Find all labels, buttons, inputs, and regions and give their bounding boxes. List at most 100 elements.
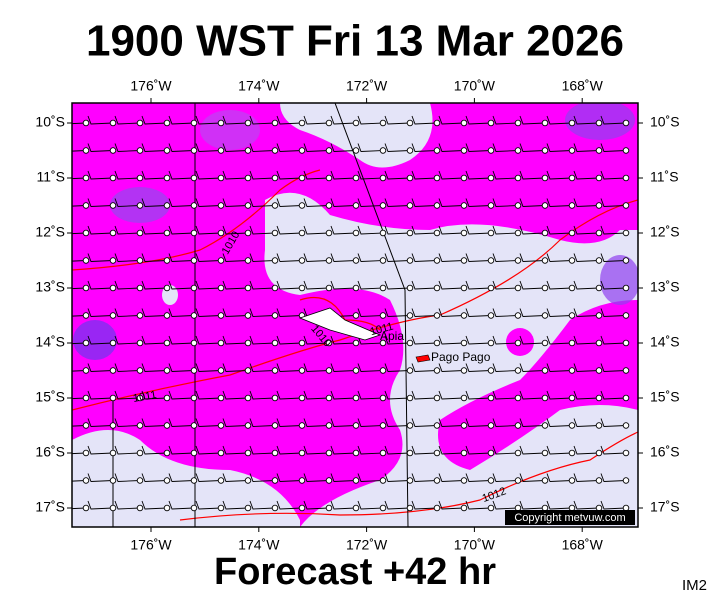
wind-barb bbox=[546, 280, 573, 290]
wind-barb bbox=[168, 335, 195, 345]
copyright: Copyright metvuw.com bbox=[514, 512, 625, 524]
station-dot bbox=[244, 229, 252, 237]
station-dot bbox=[541, 449, 549, 457]
station-dot bbox=[460, 174, 468, 182]
wind-barb bbox=[87, 445, 114, 455]
wind-barb bbox=[600, 335, 627, 345]
station-dot bbox=[298, 504, 306, 512]
wind-barb bbox=[519, 308, 546, 317]
lat-tick-label: 12˚S bbox=[35, 224, 65, 240]
station-dot bbox=[298, 367, 306, 374]
station-dot bbox=[406, 477, 414, 484]
station-dot bbox=[325, 422, 333, 429]
station-dot bbox=[406, 422, 414, 429]
lat-tick-label: 12˚S bbox=[650, 224, 680, 240]
station-dot bbox=[568, 422, 576, 429]
station-dot bbox=[271, 147, 279, 154]
wind-barb bbox=[141, 253, 168, 262]
station-dot bbox=[595, 229, 603, 237]
lon-tick-label: 168˚W bbox=[562, 78, 604, 94]
station-dot bbox=[109, 422, 117, 429]
place-label: Apia bbox=[380, 329, 404, 343]
wind-barb bbox=[222, 143, 249, 152]
wind-barb bbox=[72, 425, 87, 427]
station-dot bbox=[460, 504, 468, 512]
wind-barb bbox=[438, 335, 465, 345]
station-dot bbox=[622, 504, 630, 512]
station-dot bbox=[379, 284, 387, 292]
station-dot bbox=[271, 202, 279, 209]
station-dot bbox=[190, 284, 198, 292]
station-dot bbox=[217, 147, 225, 154]
wind-barb bbox=[465, 225, 492, 235]
station-dot bbox=[352, 394, 360, 402]
station-dot bbox=[487, 284, 495, 292]
lat-tick-label: 11˚S bbox=[650, 169, 679, 185]
wind-barb bbox=[276, 280, 303, 290]
station-dot bbox=[244, 284, 252, 292]
wind-barb bbox=[222, 473, 249, 482]
wind-barb bbox=[303, 363, 330, 372]
station-dot bbox=[514, 284, 522, 292]
station-dot bbox=[325, 257, 333, 264]
station-dot bbox=[82, 394, 90, 402]
station-dot bbox=[568, 174, 576, 182]
station-dot bbox=[352, 202, 360, 209]
wind-barb bbox=[438, 143, 465, 152]
wind-barb bbox=[330, 418, 357, 427]
wind-barb bbox=[384, 308, 411, 317]
station-dot bbox=[595, 147, 603, 154]
wind-barb bbox=[573, 143, 600, 152]
wind-barb bbox=[330, 143, 357, 152]
wind-barb bbox=[357, 253, 384, 262]
station-dot bbox=[244, 119, 252, 127]
station-dot bbox=[271, 339, 279, 347]
wind-barb bbox=[465, 253, 492, 262]
wind-barb bbox=[384, 198, 411, 207]
wind-barb bbox=[276, 308, 303, 317]
wind-barb bbox=[465, 500, 492, 510]
wind-barb bbox=[141, 500, 168, 510]
wind-barb bbox=[72, 315, 87, 317]
wind-barb bbox=[276, 143, 303, 152]
wind-barb bbox=[303, 280, 330, 290]
wind-barb bbox=[249, 225, 276, 235]
wind-barb bbox=[72, 122, 87, 125]
wind-barb bbox=[357, 418, 384, 427]
lon-tick-label: 174˚W bbox=[238, 537, 280, 553]
wind-barb bbox=[573, 500, 600, 510]
station-dot bbox=[460, 339, 468, 347]
wind-barb bbox=[465, 335, 492, 345]
station-dot bbox=[109, 284, 117, 292]
wind-barb bbox=[195, 225, 222, 235]
isobar-label: 1011 bbox=[369, 321, 395, 339]
lon-tick-label: 172˚W bbox=[346, 537, 388, 553]
lat-tick-label: 15˚S bbox=[650, 389, 680, 405]
wind-barb bbox=[114, 253, 141, 262]
station-dot bbox=[190, 367, 198, 374]
wind-barb bbox=[87, 198, 114, 207]
wind-barb bbox=[168, 390, 195, 400]
wind-barb bbox=[573, 225, 600, 235]
wind-barb bbox=[222, 418, 249, 427]
station-dot bbox=[109, 394, 117, 402]
station-dot bbox=[541, 229, 549, 237]
wind-barb bbox=[114, 418, 141, 427]
wind-barb bbox=[168, 308, 195, 317]
station-dot bbox=[460, 422, 468, 429]
station-dot bbox=[109, 504, 117, 512]
wind-barb bbox=[492, 198, 519, 207]
station-dot bbox=[352, 504, 360, 512]
station-dot bbox=[325, 174, 333, 182]
wind-barb bbox=[573, 390, 600, 400]
wind-barb bbox=[114, 143, 141, 152]
station-dot bbox=[217, 119, 225, 127]
wind-barb bbox=[330, 445, 357, 455]
station-dot bbox=[622, 174, 630, 182]
station-dot bbox=[379, 339, 387, 347]
station-dot bbox=[541, 477, 549, 484]
wind-barb bbox=[114, 225, 141, 235]
wind-barb bbox=[249, 500, 276, 510]
station-dot bbox=[352, 147, 360, 154]
station-dot bbox=[217, 339, 225, 347]
